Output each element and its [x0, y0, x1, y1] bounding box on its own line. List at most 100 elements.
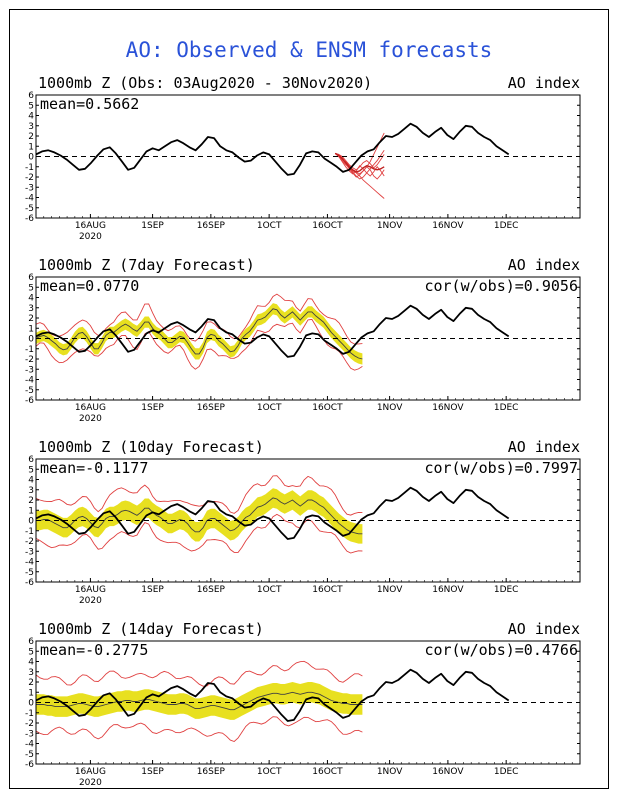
forecast-spread-lower	[36, 716, 363, 743]
x-tick-label: 16NOV	[432, 403, 464, 413]
x-tick-label: 16OCT	[312, 221, 343, 231]
x-tick-label: 1OCT	[257, 585, 282, 595]
forecast-spread-lower	[36, 318, 363, 371]
y-tick-label: 1	[28, 506, 34, 516]
forecast-spread-upper	[36, 475, 363, 516]
x-tick-label: 16OCT	[312, 585, 343, 595]
y-tick-label: 5	[28, 101, 34, 111]
observed-line	[36, 668, 510, 722]
x-tick-label: 16SEP	[197, 403, 226, 413]
panel-index-label: AO index	[508, 74, 580, 92]
y-tick-label: -2	[25, 355, 34, 365]
x-tick-label: 1SEP	[141, 585, 164, 595]
y-tick-label: -4	[25, 194, 34, 204]
y-tick-label: -6	[25, 760, 34, 770]
y-tick-label: -1	[25, 709, 34, 719]
panel-index-label: AO index	[508, 256, 580, 274]
x-tick-label: 1OCT	[257, 767, 282, 777]
y-tick-label: 4	[28, 658, 34, 668]
y-tick-label: 3	[28, 304, 34, 314]
x-tick-year-label: 2020	[79, 596, 102, 606]
x-tick-label: 16NOV	[432, 221, 464, 231]
x-tick-label: 16NOV	[432, 767, 464, 777]
plot-area	[36, 293, 510, 371]
x-tick-label: 1DEC	[494, 403, 519, 413]
y-tick-label: 0	[28, 517, 34, 527]
y-tick-label: 1	[28, 688, 34, 698]
y-tick-label: -1	[25, 345, 34, 355]
panel-mean-label: mean=0.0770	[40, 277, 139, 295]
y-tick-label: -4	[25, 558, 34, 568]
y-tick-label: -1	[25, 163, 34, 173]
y-tick-label: -3	[25, 183, 34, 193]
x-tick-label: 1SEP	[141, 767, 164, 777]
y-tick-label: 4	[28, 476, 34, 486]
panel-title: 1000mb Z (Obs: 03Aug2020 - 30Nov2020)	[38, 74, 372, 92]
x-tick-label: 16OCT	[312, 767, 343, 777]
y-tick-label: -3	[25, 729, 34, 739]
y-tick-label: -2	[25, 719, 34, 729]
y-tick-label: 4	[28, 294, 34, 304]
x-tick-label: 1OCT	[257, 403, 282, 413]
x-tick-label: 16SEP	[197, 767, 226, 777]
x-tick-label: 16OCT	[312, 403, 343, 413]
y-tick-label: -4	[25, 376, 34, 386]
x-tick-label: 1NOV	[377, 585, 403, 595]
forecast-spread-upper	[36, 660, 363, 687]
y-tick-label: -6	[25, 578, 34, 588]
y-tick-label: -2	[25, 537, 34, 547]
forecast-band	[36, 303, 363, 365]
y-tick-label: 5	[28, 283, 34, 293]
y-tick-label: 3	[28, 122, 34, 132]
y-tick-label: 0	[28, 699, 34, 709]
ensemble-mean-line	[36, 691, 363, 711]
y-tick-label: -1	[25, 527, 34, 537]
x-tick-year-label: 2020	[79, 778, 102, 788]
ensemble-member-2	[334, 153, 385, 199]
x-tick-label: 16AUG	[75, 767, 106, 777]
y-tick-label: 6	[28, 637, 34, 647]
main-title: AO: Observed & ENSM forecasts	[125, 38, 493, 62]
x-tick-label: 16AUG	[75, 585, 106, 595]
y-tick-label: -5	[25, 386, 34, 396]
observed-line	[36, 304, 510, 358]
y-tick-label: 4	[28, 112, 34, 122]
y-tick-label: 0	[28, 153, 34, 163]
y-tick-label: 2	[28, 496, 34, 506]
x-tick-year-label: 2020	[79, 232, 102, 242]
ensemble-mean-forecast	[334, 152, 385, 173]
observed-line	[36, 122, 510, 176]
x-tick-label: 1SEP	[141, 403, 164, 413]
x-tick-label: 1NOV	[377, 221, 403, 231]
y-tick-label: 2	[28, 132, 34, 142]
ensemble-member-5	[334, 153, 385, 177]
x-tick-label: 1NOV	[377, 403, 403, 413]
forecast-band	[36, 682, 363, 720]
x-tick-label: 16SEP	[197, 585, 226, 595]
ensemble-mean-line	[36, 308, 363, 360]
ensemble-member-4	[335, 152, 385, 171]
x-tick-label: 1DEC	[494, 767, 519, 777]
forecast-spread-lower	[36, 513, 363, 554]
x-tick-label: 1DEC	[494, 221, 519, 231]
figure-frame	[9, 9, 609, 789]
y-tick-label: 2	[28, 314, 34, 324]
y-tick-label: -2	[25, 173, 34, 183]
panel-cor-label: cor(w/obs)=0.9056	[424, 277, 578, 295]
x-tick-label: 16AUG	[75, 403, 106, 413]
panel-index-label: AO index	[508, 438, 580, 456]
panel-mean-label: mean=-0.2775	[40, 641, 148, 659]
panel-mean-label: mean=-0.1177	[40, 459, 148, 477]
y-tick-label: 6	[28, 91, 34, 101]
y-tick-label: 1	[28, 142, 34, 152]
plot-area	[36, 122, 510, 199]
observed-line	[36, 486, 510, 540]
y-tick-label: -6	[25, 396, 34, 406]
y-tick-label: -4	[25, 740, 34, 750]
plot-area	[36, 660, 510, 743]
x-tick-label: 1SEP	[141, 221, 164, 231]
